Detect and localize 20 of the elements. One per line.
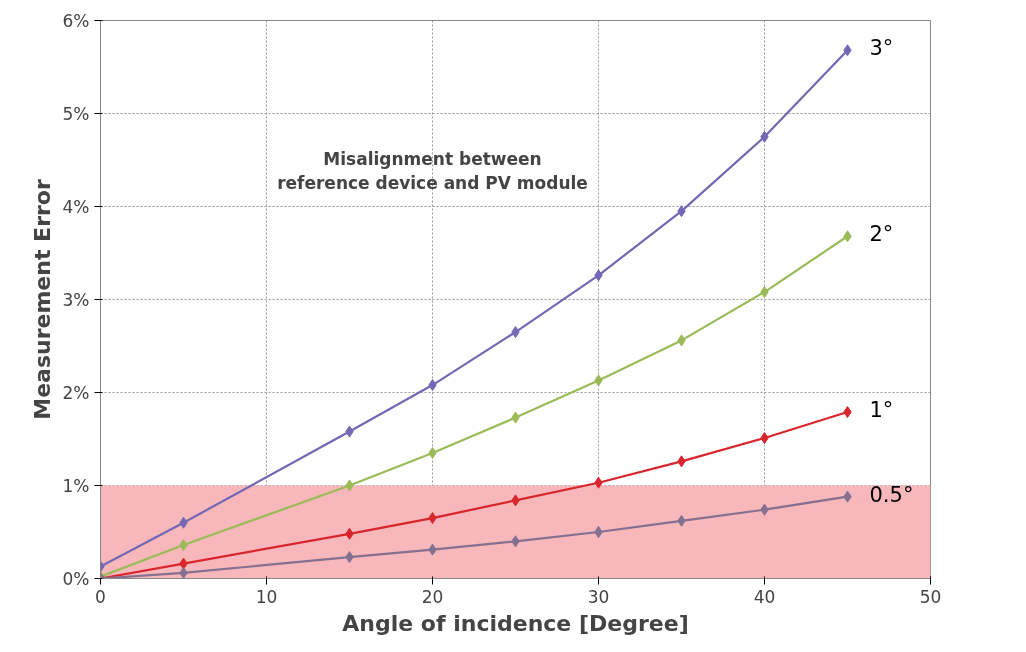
y-tick-label: 3% (62, 289, 90, 310)
x-tick-label: 30 (587, 586, 610, 607)
x-tick-label: 50 (919, 586, 942, 607)
series-label: 1° (869, 398, 894, 423)
x-tick-label: 40 (753, 586, 776, 607)
annotation: Misalignment between reference device and PV module (277, 148, 588, 193)
x-axis-title: Angle of incidence [Degree] (342, 610, 689, 636)
series-label: 0.5° (869, 482, 914, 507)
y-tick-label: 5% (62, 103, 90, 124)
y-tick-label: 4% (62, 196, 90, 217)
y-tick-label: 0% (62, 568, 90, 589)
y-axis-title: Measurement Error (29, 179, 55, 420)
x-tick-label: 0 (95, 586, 106, 607)
y-tick-label: 6% (62, 10, 90, 31)
x-tick-label: 10 (255, 586, 278, 607)
x-tick-label: 20 (421, 586, 444, 607)
y-tick-label: 2% (62, 382, 90, 403)
y-tick-label: 1% (62, 475, 90, 496)
series-label: 2° (869, 222, 894, 247)
series-label: 3° (869, 36, 894, 61)
